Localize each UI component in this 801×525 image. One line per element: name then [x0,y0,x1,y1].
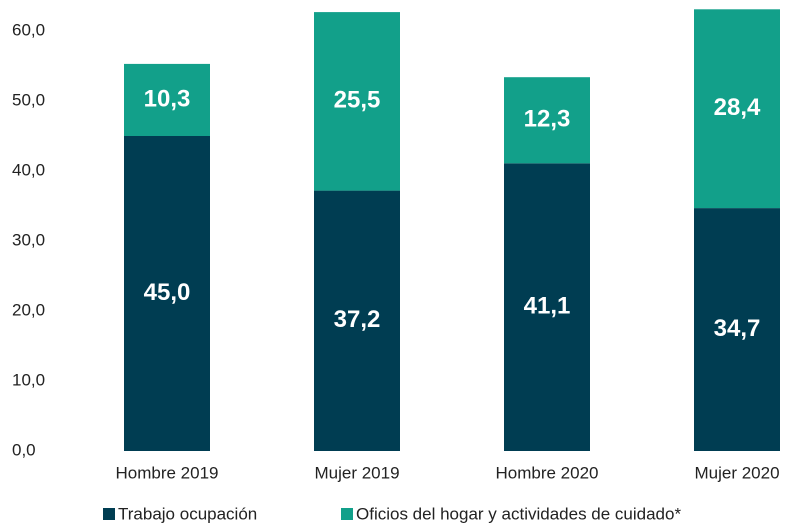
legend-label: Trabajo ocupación [118,504,257,523]
bar-segment [314,190,400,451]
x-tick-label: Hombre 2020 [495,463,598,482]
legend-swatch [103,508,115,520]
value-label: 10,3 [144,85,191,112]
value-label: 34,7 [714,315,761,342]
value-label: 25,5 [334,87,381,114]
y-tick-label: 60,0 [12,20,45,39]
bar-segment [314,12,400,191]
y-tick-label: 50,0 [12,90,45,109]
value-label: 45,0 [144,279,191,306]
legend-label: Oficios del hogar y actividades de cuida… [356,504,681,523]
value-label: 28,4 [714,94,761,121]
y-tick-label: 10,0 [12,370,45,389]
y-tick-label: 30,0 [12,230,45,249]
y-tick-label: 0,0 [12,440,36,459]
value-label: 12,3 [524,106,571,133]
value-label: 41,1 [524,292,571,319]
y-tick-label: 40,0 [12,160,45,179]
x-tick-label: Mujer 2020 [694,463,779,482]
x-tick-label: Mujer 2019 [314,463,399,482]
value-label: 37,2 [334,306,381,333]
x-tick-label: Hombre 2019 [115,463,218,482]
legend-swatch [341,508,353,520]
y-tick-label: 20,0 [12,300,45,319]
bar-segment [504,77,590,164]
bar-segment [124,63,210,136]
bar-segment [694,208,780,451]
bar-segment [694,9,780,209]
bar-segment [504,163,590,452]
bar-segment [124,136,210,451]
